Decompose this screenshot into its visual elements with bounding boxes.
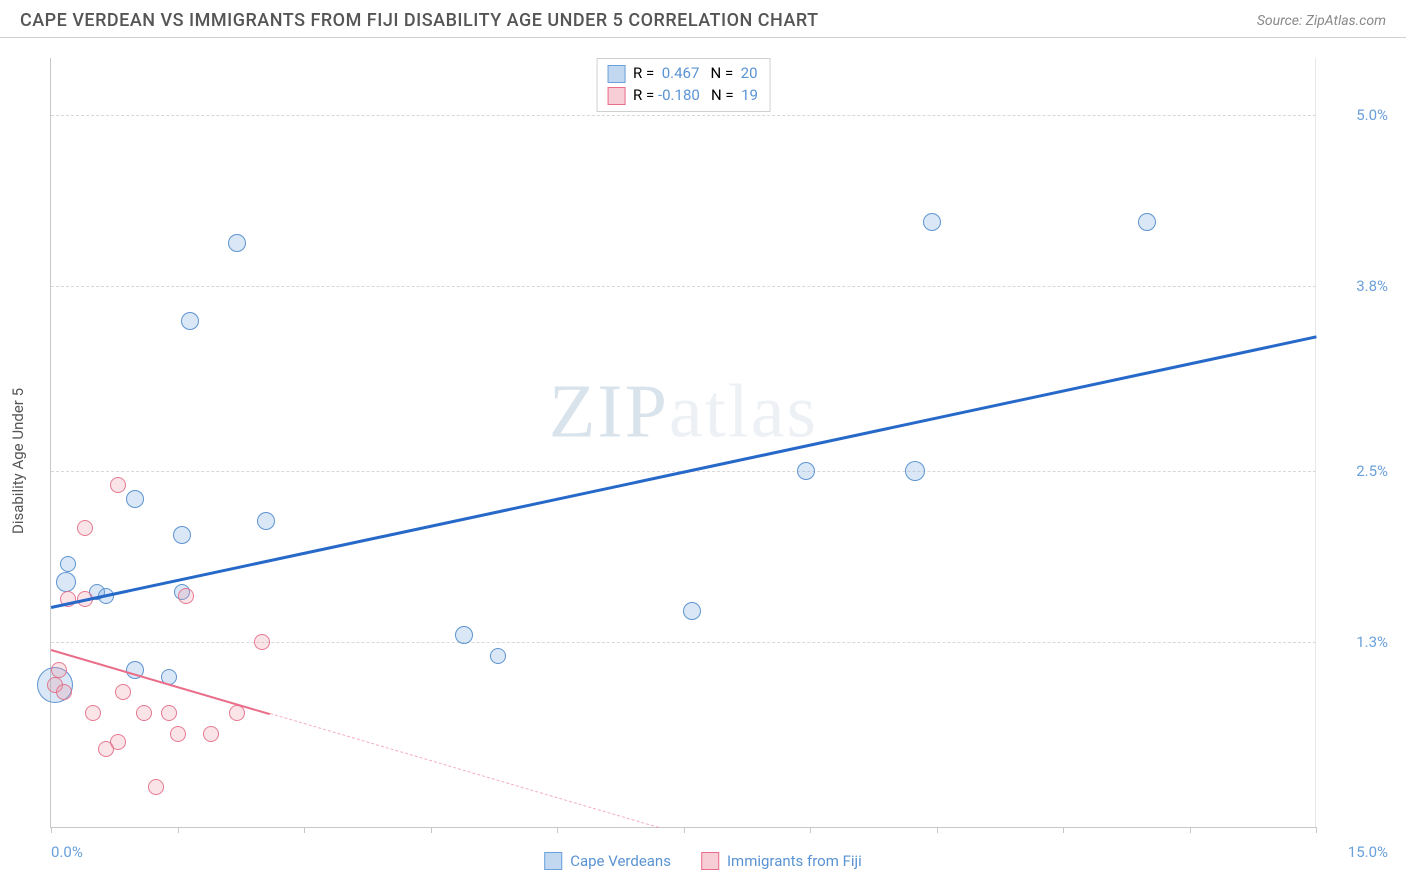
chart-area: Disability Age Under 5 ZIPatlas R = 0.46… [0,38,1406,884]
y-tick-label: 5.0% [1328,106,1388,124]
trend-line [51,649,270,715]
y-tick-label: 2.5% [1328,462,1388,480]
data-point [797,462,815,480]
data-point [56,572,76,592]
x-tick [810,827,811,833]
series-legend: Cape Verdeans Immigrants from Fiji [544,852,862,870]
x-tick [557,827,558,833]
x-tick [178,827,179,833]
data-point [254,634,270,650]
data-point [115,684,131,700]
y-axis-title: Disability Age Under 5 [9,388,27,534]
swatch-icon [607,65,625,83]
x-tick [304,827,305,833]
stats-row: R = 0.467 N = 20 [607,63,758,85]
plot-right-border [1315,58,1316,827]
data-point [490,648,506,664]
x-tick [684,827,685,833]
y-tick-label: 1.3% [1328,633,1388,651]
gridline [51,642,1316,643]
chart-source: Source: ZipAtlas.com [1257,13,1386,29]
trend-line [51,336,1317,609]
x-max-label: 15.0% [1328,843,1388,861]
legend-label: Cape Verdeans [570,852,671,870]
swatch-icon [607,87,625,105]
data-point [228,234,246,252]
data-point [136,705,152,721]
data-point [77,520,93,536]
correlation-stats-box: R = 0.467 N = 20 R = -0.180 N = 19 [596,58,771,112]
legend-item: Immigrants from Fiji [701,852,862,870]
data-point [161,705,177,721]
swatch-icon [544,852,562,870]
data-point [85,705,101,721]
x-tick [51,827,52,833]
data-point [1138,213,1156,231]
stats-row: R = -0.180 N = 19 [607,85,758,107]
data-point [178,588,194,604]
data-point [229,705,245,721]
data-point [257,512,275,530]
watermark: ZIPatlas [549,368,818,455]
trend-line [269,713,658,828]
data-point [683,602,701,620]
plot-region: ZIPatlas R = 0.467 N = 20 R = -0.180 N =… [50,58,1316,828]
data-point [170,726,186,742]
data-point [110,734,126,750]
gridline [51,115,1316,116]
data-point [455,626,473,644]
data-point [148,779,164,795]
swatch-icon [701,852,719,870]
chart-header: CAPE VERDEAN VS IMMIGRANTS FROM FIJI DIS… [0,0,1406,38]
x-tick [431,827,432,833]
data-point [923,213,941,231]
data-point [110,477,126,493]
data-point [203,726,219,742]
x-tick [1190,827,1191,833]
y-tick-label: 3.8% [1328,277,1388,295]
data-point [905,461,925,481]
chart-title: CAPE VERDEAN VS IMMIGRANTS FROM FIJI DIS… [20,10,819,31]
data-point [51,662,67,678]
data-point [56,684,72,700]
legend-item: Cape Verdeans [544,852,671,870]
data-point [126,490,144,508]
legend-label: Immigrants from Fiji [727,852,862,870]
x-min-label: 0.0% [51,843,83,861]
x-tick [937,827,938,833]
x-tick [1316,827,1317,833]
data-point [173,526,191,544]
x-tick [1063,827,1064,833]
data-point [60,556,76,572]
data-point [181,312,199,330]
gridline [51,286,1316,287]
